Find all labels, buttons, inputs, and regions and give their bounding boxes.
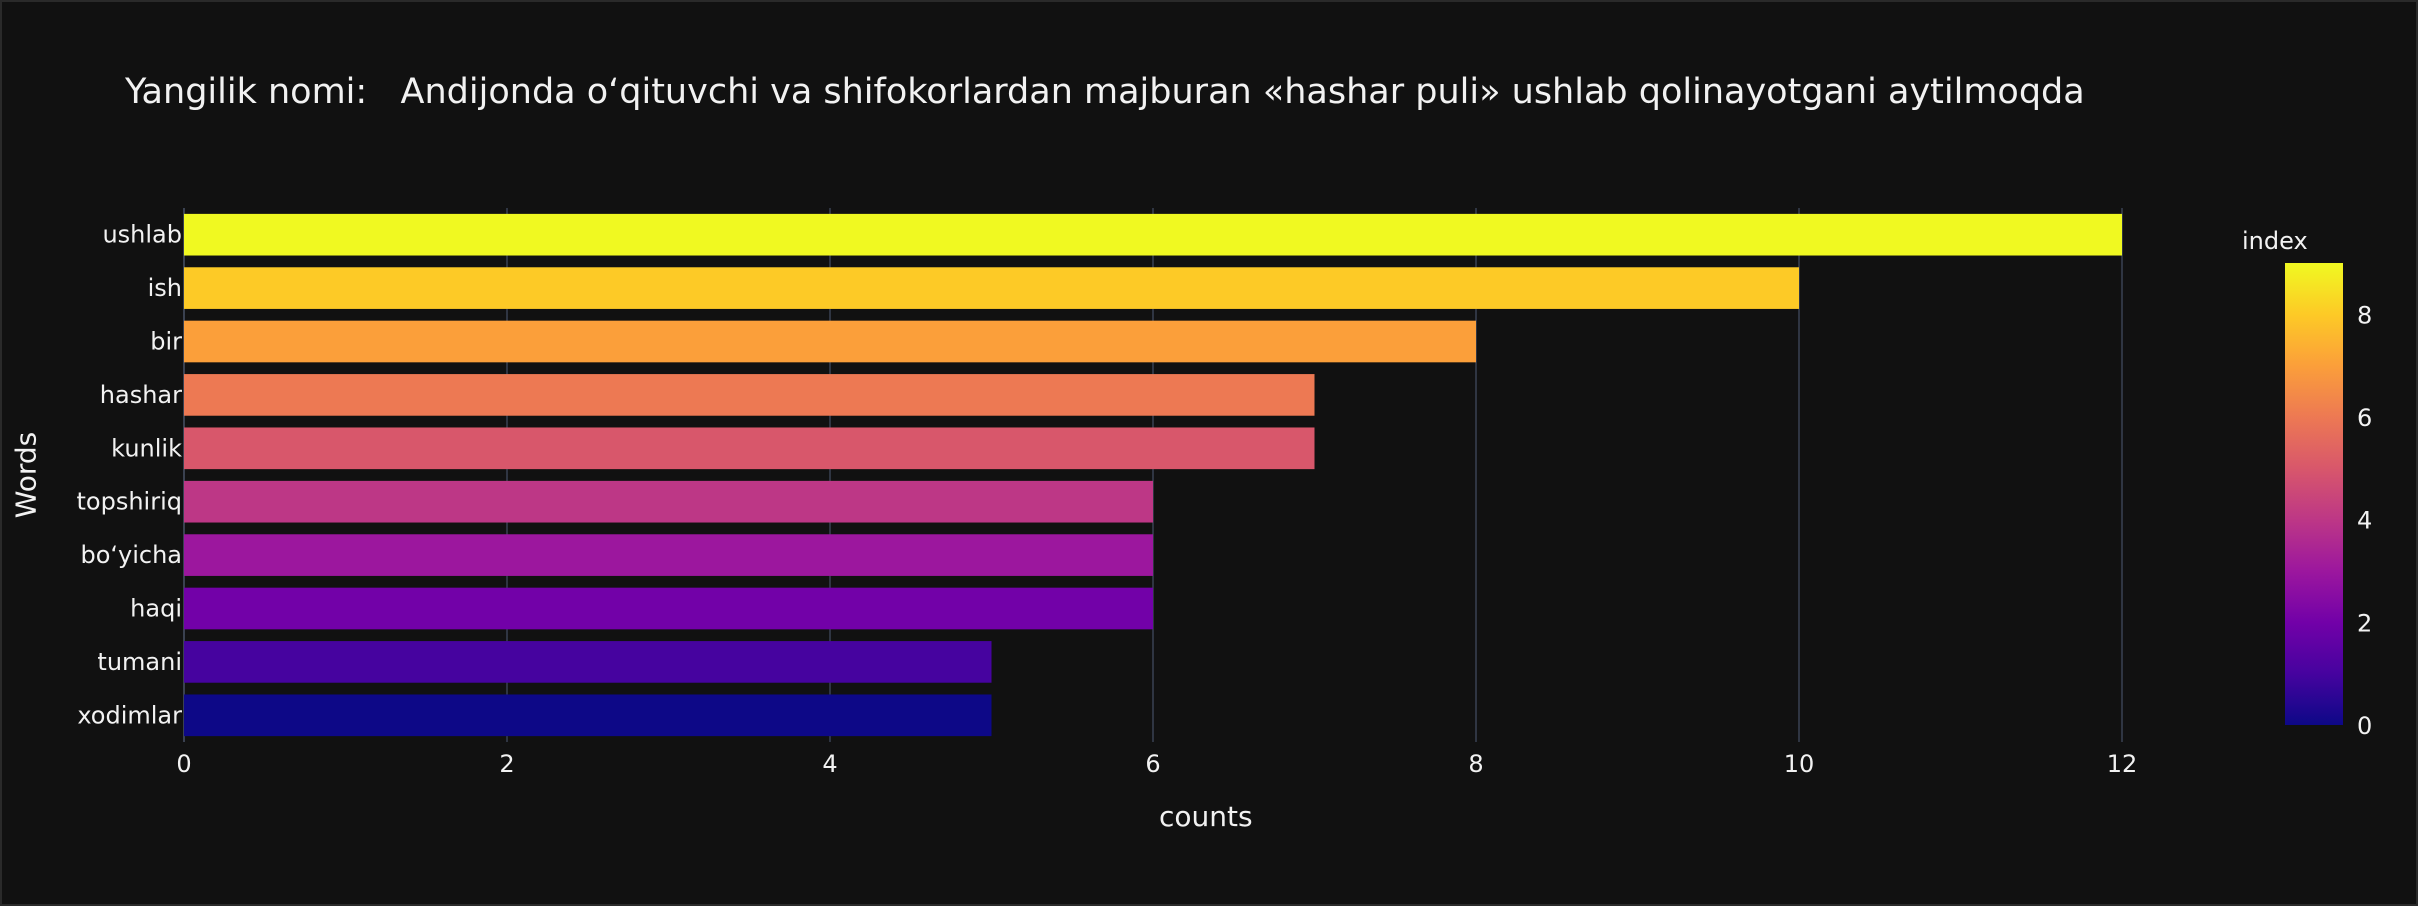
colorbar-title: index xyxy=(2242,227,2308,255)
x-tick-label: 2 xyxy=(499,750,514,778)
y-tick-label: xodimlar xyxy=(77,701,182,729)
bar-hashar xyxy=(184,374,1315,416)
colorbar xyxy=(2285,263,2343,725)
bar-bo‘yicha xyxy=(184,534,1153,576)
x-tick-label: 0 xyxy=(176,750,191,778)
y-axis-title: Words xyxy=(9,431,43,519)
bar-tumani xyxy=(184,641,992,683)
colorbar-tick-label: 8 xyxy=(2357,301,2372,329)
x-tick-label: 10 xyxy=(1784,750,1815,778)
bar-kunlik xyxy=(184,427,1315,470)
bar-ushlab xyxy=(184,213,2122,256)
x-tick-label: 8 xyxy=(1468,750,1483,778)
bar-xodimlar xyxy=(184,694,992,737)
bar-haqi xyxy=(184,587,1153,630)
y-tick-label: bir xyxy=(150,328,182,356)
bar-topshiriq xyxy=(184,480,1153,523)
y-tick-label: kunlik xyxy=(111,434,182,462)
colorbar-tick-label: 2 xyxy=(2357,609,2372,637)
bar-ish xyxy=(184,267,1799,309)
x-tick-label: 6 xyxy=(1145,750,1160,778)
x-tick-label: 4 xyxy=(822,750,837,778)
y-tick-label: ish xyxy=(148,274,182,302)
y-tick-label: haqi xyxy=(130,595,182,623)
chart-title: Yangilik nomi: Andijonda o‘qituvchi va s… xyxy=(125,72,2085,112)
y-tick-label: tumani xyxy=(97,648,182,676)
y-tick-label: ushlab xyxy=(102,221,182,249)
colorbar-tick-label: 4 xyxy=(2357,507,2372,535)
y-tick-label: bo‘yicha xyxy=(80,541,182,569)
y-tick-label: topshiriq xyxy=(77,488,182,516)
colorbar-tick-label: 6 xyxy=(2357,404,2372,432)
x-tick-label: 12 xyxy=(2107,750,2138,778)
y-tick-label: hashar xyxy=(100,381,182,409)
colorbar-tick-label: 0 xyxy=(2357,712,2372,740)
x-axis-title: counts xyxy=(1159,800,1253,833)
bar-bir xyxy=(184,320,1476,363)
